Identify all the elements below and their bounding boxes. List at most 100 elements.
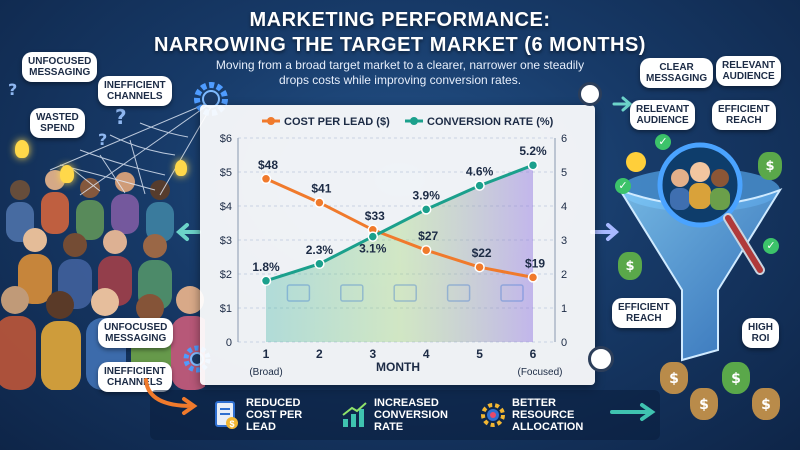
money-bag-icon: $ (618, 252, 642, 280)
clock-icon (578, 82, 602, 106)
x-tick-label: 5 (476, 347, 483, 361)
bubble-unfocused-messaging-top: UNFOCUSED MESSAGING (22, 52, 98, 82)
money-bag-icon: $ (758, 152, 782, 180)
cost-data-label: $48 (258, 158, 278, 172)
faint-chart-icon (446, 284, 471, 302)
money-bag-icon: $ (722, 362, 750, 394)
faint-chart-icon (500, 284, 524, 302)
y-right-tick-label: 6 (561, 133, 567, 145)
cost-data-label: $41 (311, 182, 331, 196)
y-left-tick-label: $6 (220, 133, 232, 145)
arrow-right-icon (590, 222, 620, 246)
conversion-data-label: 1.8% (252, 260, 280, 274)
legend-marker-conversion (410, 117, 418, 125)
lightbulb-icon (60, 165, 74, 183)
faint-chart-icon (340, 284, 364, 302)
cost-per-lead-line (265, 177, 534, 279)
y-left-tick-label: $5 (220, 167, 232, 179)
y-right-tick-label: 0 (561, 337, 567, 349)
x-tick-label: 6 (530, 347, 537, 361)
y-left-tick-label: $2 (220, 269, 232, 281)
x-axis-label: MONTH (376, 360, 420, 374)
question-mark-icon: ? (8, 80, 18, 99)
conversion-area (266, 165, 533, 342)
broad-crowd-illustration (0, 150, 211, 391)
legend-label-cost: COST PER LEAD ($) (284, 116, 390, 128)
conversion-data-point (260, 275, 272, 287)
cost-data-label: $27 (418, 229, 438, 243)
cost-data-label: $22 (472, 246, 492, 260)
y-left-tick-label: $3 (220, 235, 232, 247)
lightbulb-icon (15, 140, 29, 158)
conversion-data-point (314, 258, 325, 270)
question-mark-icon: ? (98, 130, 108, 149)
arrow-left-icon (175, 222, 201, 246)
lightbulb-icon (175, 160, 187, 176)
conversion-data-point (474, 180, 485, 191)
title-line-1: MARKETING PERFORMANCE: (249, 9, 551, 31)
checkmark-icon: ✓ (763, 238, 779, 254)
x-tick-label: 1 (263, 347, 270, 361)
bubble-clear-messaging: CLEAR MESSAGING (640, 58, 714, 88)
conversion-data-point (527, 159, 539, 171)
document-dollar-icon: $ (212, 399, 240, 431)
conversion-rate-line (265, 163, 534, 283)
clock-icon (588, 346, 614, 372)
arrow-right-icon (612, 96, 634, 116)
bubble-efficient-reach: EFFICIENT REACH (612, 298, 676, 328)
bubble-wasted-spend: WASTED SPEND (30, 108, 85, 138)
y-left-tick-label: $1 (220, 303, 232, 315)
question-mark-icon: ? (115, 105, 127, 129)
checkmark-icon: ✓ (655, 134, 671, 150)
conversion-data-label: 3.9% (413, 188, 441, 202)
y-left-tick-label: $4 (220, 201, 232, 213)
cost-data-point (527, 272, 539, 283)
conversion-data-point (420, 204, 432, 215)
conversion-data-point (367, 231, 379, 242)
y-right-tick-label: 1 (561, 303, 567, 315)
money-bag-icon: $ (752, 388, 780, 420)
y-right-tick-label: 3 (561, 235, 567, 247)
bubble-inefficient-channels-bottom: INEFFICIENT CHANNELS (98, 362, 172, 392)
money-bag-icon: $ (690, 388, 718, 420)
conversion-data-label: 2.3% (306, 243, 334, 257)
benefit-reduced-cost: $ REDUCED COST PER LEAD (212, 392, 302, 438)
arrow-right-icon (142, 378, 202, 422)
benefit-label: BETTER RESOURCE ALLOCATION (512, 397, 584, 433)
smiley-icon (626, 152, 646, 172)
benefit-label: REDUCED COST PER LEAD (246, 397, 303, 433)
benefit-better-allocation: BETTER RESOURCE ALLOCATION (478, 392, 583, 438)
y-right-tick-label: 4 (561, 201, 567, 213)
cost-data-label: $33 (365, 209, 385, 223)
bubble-high-roi: HIGH ROI (742, 318, 779, 348)
conversion-data-label: 5.2% (519, 144, 547, 158)
cost-data-point (474, 261, 485, 273)
x-sub-label-broad: (Broad) (249, 367, 282, 378)
benefit-increased-conversion: INCREASED CONVERSION RATE (340, 392, 448, 438)
gear-icon (478, 399, 506, 431)
y-right-tick-label: 2 (561, 269, 567, 281)
bubble-relevant-audience-top: RELEVANT AUDIENCE (716, 56, 782, 86)
bubble-unfocused-messaging-bottom: UNFOCUSED MESSAGING (98, 318, 174, 348)
conversion-data-label: 4.6% (466, 165, 494, 179)
legend-marker-cost (267, 117, 275, 125)
faint-chart-icon (393, 284, 417, 302)
bubble-inefficient-channels-top: INEFFICIENT CHANNELS (98, 76, 172, 106)
cost-data-point (260, 173, 272, 185)
cost-data-point (314, 197, 325, 208)
cost-data-label: $19 (525, 256, 545, 270)
funnel-illustration (600, 140, 800, 390)
subtitle: Moving from a broad target market to a c… (215, 58, 585, 87)
legend-label-conversion: CONVERSION RATE (%) (427, 116, 554, 128)
growth-chart-icon (340, 399, 368, 431)
money-bag-icon: $ (660, 362, 688, 394)
faint-chart-icon (286, 284, 311, 302)
line-chart: 0 $1 $2 $3 $4 $5 $6 0 1 2 3 4 5 6 1 2 3 4 5 6 $48 $41 $33 $2… (220, 116, 567, 378)
x-tick-label: 3 (369, 347, 376, 361)
title-line-2: NARROWING THE TARGET MARKET (6 MONTHS) (154, 34, 646, 56)
bubble-relevant-audience: RELEVANT AUDIENCE (630, 100, 696, 130)
y-left-tick-label: 0 (226, 337, 232, 349)
x-sub-label-focused: (Focused) (517, 367, 562, 378)
bubble-efficient-reach-top: EFFICIENT REACH (712, 100, 776, 130)
x-tick-label: 4 (423, 347, 430, 361)
